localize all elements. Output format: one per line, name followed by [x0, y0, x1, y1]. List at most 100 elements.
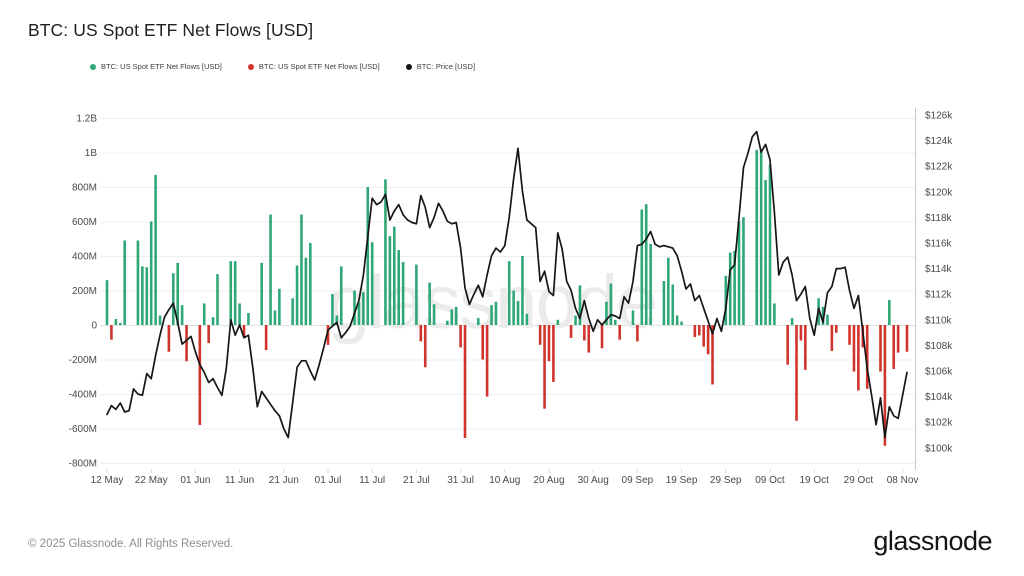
svg-text:10 Aug: 10 Aug [489, 475, 520, 486]
inflow-bar [724, 275, 728, 325]
svg-text:0: 0 [91, 321, 97, 332]
inflow-bar [454, 306, 458, 325]
inflow-bar [578, 285, 582, 325]
green-dot-icon [90, 63, 96, 70]
inflow-bar [759, 150, 763, 325]
inflow-bar [278, 288, 281, 325]
inflow-bar [366, 187, 370, 325]
svg-text:19 Sep: 19 Sep [666, 475, 698, 486]
grid-lines [100, 118, 915, 464]
inflow-bar [733, 250, 736, 325]
outflow-bar [326, 325, 330, 345]
inflow-bar [295, 265, 299, 325]
inflow-bar [362, 292, 365, 325]
inflow-bar [755, 149, 759, 325]
glassnode-logo: glassnode [873, 526, 992, 556]
chart-legend: BTC: US Spot ETF Net Flows [USD] BTC: US… [90, 62, 475, 71]
outflow-bar [702, 325, 705, 347]
x-axis-labels: 12 May 22 May 01 Jun 11 Jun 21 Jun 01 Jul 11 J… [91, 469, 918, 486]
svg-text:1.2B: 1.2B [76, 114, 97, 125]
outflow-bar [583, 325, 586, 341]
outflow-bar [804, 325, 807, 370]
svg-text:-600M: -600M [69, 424, 97, 435]
inflow-bar [211, 317, 215, 325]
outflow-bar [167, 325, 171, 352]
outflow-bar [693, 325, 697, 338]
inflow-bar [269, 214, 272, 325]
inflow-bar [149, 221, 153, 325]
outflow-bar [896, 325, 900, 353]
svg-text:-200M: -200M [69, 355, 97, 366]
inflow-bar [476, 318, 480, 325]
inflow-bar [339, 266, 343, 325]
outflow-bar [883, 325, 887, 446]
outflow-bar [834, 325, 838, 333]
legend-item-netflows-positive[interactable]: BTC: US Spot ETF Net Flows [USD] [90, 62, 222, 71]
legend-item-netflows-negative[interactable]: BTC: US Spot ETF Net Flows [USD] [247, 62, 380, 71]
inflow-bar [671, 284, 675, 325]
inflow-bar [737, 221, 741, 325]
inflow-bar [309, 243, 312, 325]
outflow-bar [463, 325, 467, 438]
outflow-bar [481, 325, 484, 360]
svg-text:01 Jul: 01 Jul [315, 475, 342, 486]
inflow-bar [331, 293, 334, 325]
inflow-bar [516, 300, 520, 325]
outflow-bar [865, 325, 869, 389]
svg-text:11 Jul: 11 Jul [359, 475, 385, 486]
inflow-bar [353, 290, 356, 325]
outflow-bar [185, 325, 188, 362]
inflow-bar [415, 264, 418, 325]
inflow-bar [123, 240, 126, 325]
outflow-bar [830, 325, 834, 351]
chart-canvas[interactable]: glassnode1.2B1B800M600M400M200M0-200M-40… [0, 0, 1024, 510]
inflow-bar [397, 249, 401, 325]
flow-bars [105, 149, 909, 446]
inflow-bar [728, 252, 732, 325]
inflow-bar [521, 256, 524, 325]
inflow-bar [388, 236, 392, 325]
svg-text:-800M: -800M [69, 459, 97, 470]
inflow-bar [790, 318, 794, 325]
svg-text:1B: 1B [85, 148, 98, 159]
svg-text:$124k: $124k [925, 136, 953, 147]
outflow-bar [892, 325, 896, 369]
svg-text:21 Jul: 21 Jul [403, 475, 430, 486]
outflow-bar [423, 325, 427, 368]
inflow-bar [512, 290, 515, 325]
inflow-bar [105, 280, 109, 325]
outflow-bar [547, 325, 551, 362]
svg-text:22 May: 22 May [135, 475, 168, 486]
inflow-bar [238, 303, 241, 325]
svg-text:19 Oct: 19 Oct [799, 475, 829, 486]
inflow-bar [273, 310, 277, 325]
inflow-bar [370, 242, 374, 325]
svg-text:800M: 800M [72, 183, 97, 194]
plot-hover-region[interactable] [100, 108, 915, 470]
svg-text:09 Oct: 09 Oct [755, 475, 785, 486]
inflow-bar [605, 301, 608, 325]
legend-item-price[interactable]: BTC: Price [USD] [405, 62, 475, 71]
inflow-bar [644, 204, 648, 325]
outflow-bar [706, 325, 710, 355]
svg-text:12 May: 12 May [91, 475, 124, 486]
inflow-bar [613, 319, 617, 325]
inflow-bar [229, 261, 233, 325]
black-dot-icon [405, 63, 412, 70]
outflow-bar [852, 325, 856, 372]
left-axis-labels: 1.2B 1B 800M 600M 400M 200M 0 -200M -400M -600M -8… [69, 114, 98, 470]
inflow-bar [118, 322, 122, 325]
outflow-bar [711, 325, 714, 385]
inflow-bar [450, 309, 454, 325]
inflow-bar [675, 315, 679, 325]
svg-text:30 Aug: 30 Aug [578, 475, 609, 486]
inflow-bar [507, 261, 511, 325]
copyright-text: © 2025 Glassnode. All Rights Reserved. [28, 538, 234, 550]
inflow-bar [114, 318, 118, 325]
price-line [106, 130, 908, 439]
svg-text:$106k: $106k [925, 367, 953, 378]
inflow-bar [826, 314, 829, 325]
svg-text:$116k: $116k [925, 239, 953, 250]
inflow-bar [609, 283, 613, 325]
outflow-bar [538, 325, 542, 345]
